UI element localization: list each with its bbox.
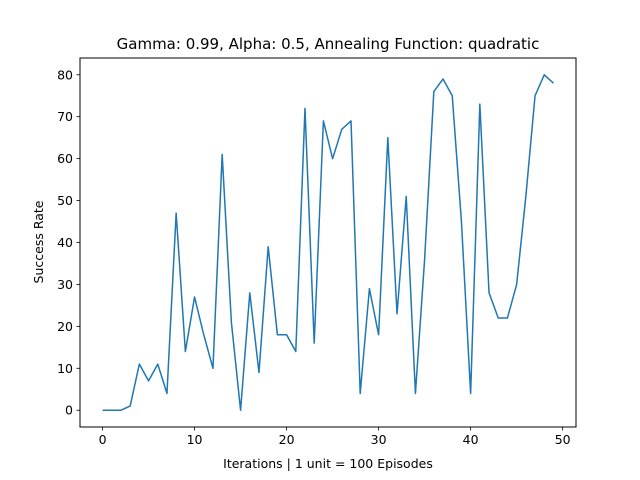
y-tick-label: 60 bbox=[57, 151, 73, 166]
x-tick-label: 0 bbox=[99, 432, 107, 447]
x-tick-label: 20 bbox=[279, 432, 295, 447]
x-tick-label: 50 bbox=[555, 432, 571, 447]
y-tick-label: 70 bbox=[57, 109, 73, 124]
y-tick-label: 10 bbox=[57, 361, 73, 376]
plot-frame bbox=[79, 57, 577, 428]
plot-area bbox=[102, 74, 554, 411]
y-tick-label: 0 bbox=[65, 403, 73, 418]
y-axis-label: Success Rate bbox=[31, 200, 46, 283]
x-axis-label: Iterations | 1 unit = 100 Episodes bbox=[223, 456, 433, 471]
y-tick-label: 40 bbox=[57, 235, 73, 250]
series-line-0 bbox=[102, 74, 554, 411]
x-tick-label: 40 bbox=[463, 432, 479, 447]
y-tick-label: 30 bbox=[57, 277, 73, 292]
y-tick-label: 50 bbox=[57, 193, 73, 208]
y-axis-ticks: 0 10 20 30 40 50 60 70 80 bbox=[57, 67, 80, 418]
x-axis-ticks: 0 10 20 30 40 50 bbox=[99, 427, 571, 447]
x-tick-label: 30 bbox=[371, 432, 387, 447]
chart-title: Gamma: 0.99, Alpha: 0.5, Annealing Funct… bbox=[117, 35, 540, 53]
x-tick-label: 10 bbox=[187, 432, 203, 447]
y-tick-label: 80 bbox=[57, 67, 73, 82]
y-tick-label: 20 bbox=[57, 319, 73, 334]
